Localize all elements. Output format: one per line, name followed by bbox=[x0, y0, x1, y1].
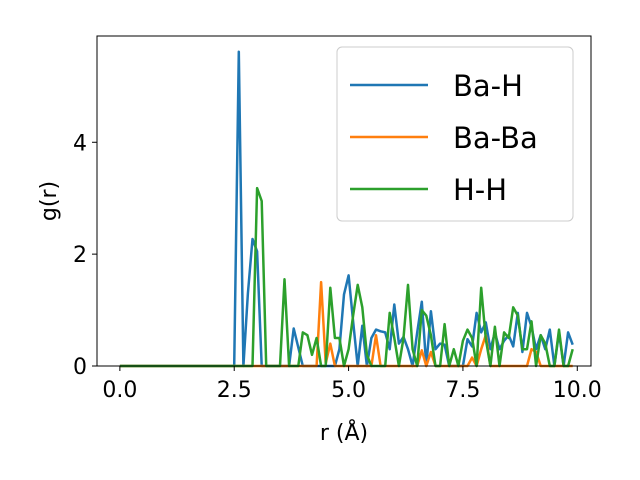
plot-frame bbox=[96, 35, 592, 367]
legend-box bbox=[336, 46, 574, 222]
y-axis-label: g(r) bbox=[37, 181, 62, 221]
x-tick-label: 0.0 bbox=[102, 378, 137, 403]
x-tick-label: 7.5 bbox=[445, 378, 480, 403]
x-tick-label: 10.0 bbox=[553, 378, 602, 403]
legend-label-1: Ba-Ba bbox=[453, 121, 538, 155]
y-tick-label: 2 bbox=[73, 243, 87, 268]
x-axis: 0.0 2.5 5.0 7.5 10.0 bbox=[102, 366, 602, 403]
y-axis: 0 2 4 bbox=[73, 131, 97, 380]
x-tick-label: 2.5 bbox=[217, 378, 252, 403]
legend: Ba-H Ba-Ba H-H bbox=[336, 46, 574, 222]
legend-label-2: H-H bbox=[453, 173, 507, 207]
y-tick-label: 0 bbox=[73, 355, 87, 380]
x-tick-label: 5.0 bbox=[331, 378, 366, 403]
legend-label-0: Ba-H bbox=[453, 69, 523, 103]
x-axis-label: r (Å) bbox=[320, 419, 368, 446]
series-line-0 bbox=[119, 50, 574, 368]
y-tick-label: 4 bbox=[73, 131, 87, 156]
